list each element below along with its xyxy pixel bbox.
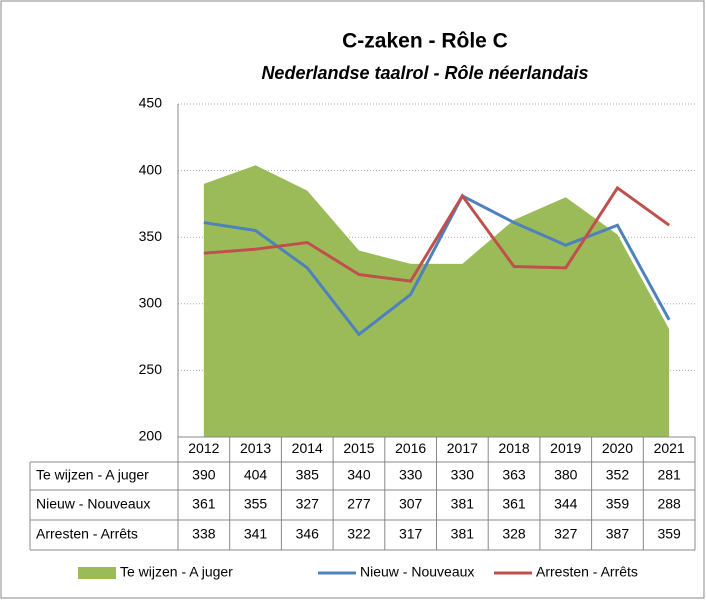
table-value: 327: [296, 496, 320, 512]
table-value: 317: [399, 526, 423, 542]
line: [203, 185, 671, 283]
table-value: 328: [502, 526, 526, 542]
table-value: 330: [451, 467, 475, 483]
table-value: 338: [192, 526, 216, 542]
chart-title: C-zaken - Rôle C: [342, 30, 508, 53]
y-tick-label: 400: [139, 161, 163, 177]
chart-subtitle: Nederlandse taalrol - Rôle néerlandais: [261, 63, 588, 83]
x-tick-label: 2015: [343, 440, 374, 456]
table-value: 385: [296, 467, 320, 483]
x-tick-label: 2016: [395, 440, 426, 456]
x-tick-label: 2018: [498, 440, 529, 456]
table-row-label: Nieuw - Nouveaux: [36, 496, 150, 512]
y-tick-label: 450: [139, 95, 163, 111]
table-value: 327: [554, 526, 578, 542]
table-value: 387: [606, 526, 630, 542]
x-tick-label: 2013: [240, 440, 271, 456]
x-tick-label: 2014: [292, 440, 323, 456]
table-value: 355: [244, 496, 268, 512]
table-value: 288: [657, 496, 681, 512]
table-value: 344: [554, 496, 578, 512]
y-tick-label: 350: [139, 228, 163, 244]
table-value: 346: [296, 526, 320, 542]
table-row-label: Te wijzen - A juger: [36, 467, 149, 483]
x-tick-label: 2019: [550, 440, 581, 456]
legend-label: Te wijzen - A juger: [120, 564, 233, 580]
table-value: 404: [244, 467, 268, 483]
table-value: 330: [399, 467, 423, 483]
table-value: 281: [657, 467, 681, 483]
table-value: 307: [399, 496, 423, 512]
x-tick-label: 2012: [188, 440, 219, 456]
table-value: 359: [606, 496, 630, 512]
legend-swatch: [78, 567, 116, 579]
y-tick-label: 250: [139, 361, 163, 377]
table-value: 352: [606, 467, 630, 483]
table-value: 361: [502, 496, 526, 512]
table-value: 381: [451, 526, 475, 542]
table-value: 380: [554, 467, 578, 483]
y-tick-label: 200: [139, 428, 163, 444]
table-value: 341: [244, 526, 268, 542]
table-row-label: Arresten - Arrêts: [36, 526, 138, 542]
x-tick-label: 2021: [654, 440, 685, 456]
legend-label: Arresten - Arrêts: [536, 564, 638, 580]
y-tick-label: 300: [139, 295, 163, 311]
table-value: 381: [451, 496, 475, 512]
table-value: 340: [347, 467, 371, 483]
line: [203, 193, 671, 337]
table-value: 322: [347, 526, 371, 542]
table-value: 363: [502, 467, 526, 483]
area: [203, 165, 670, 437]
table-value: 277: [347, 496, 371, 512]
table-value: 359: [657, 526, 681, 542]
legend-label: Nieuw - Nouveaux: [360, 564, 474, 580]
table-value: 361: [192, 496, 216, 512]
x-tick-label: 2017: [447, 440, 478, 456]
table-value: 390: [192, 467, 216, 483]
x-tick-label: 2020: [602, 440, 633, 456]
